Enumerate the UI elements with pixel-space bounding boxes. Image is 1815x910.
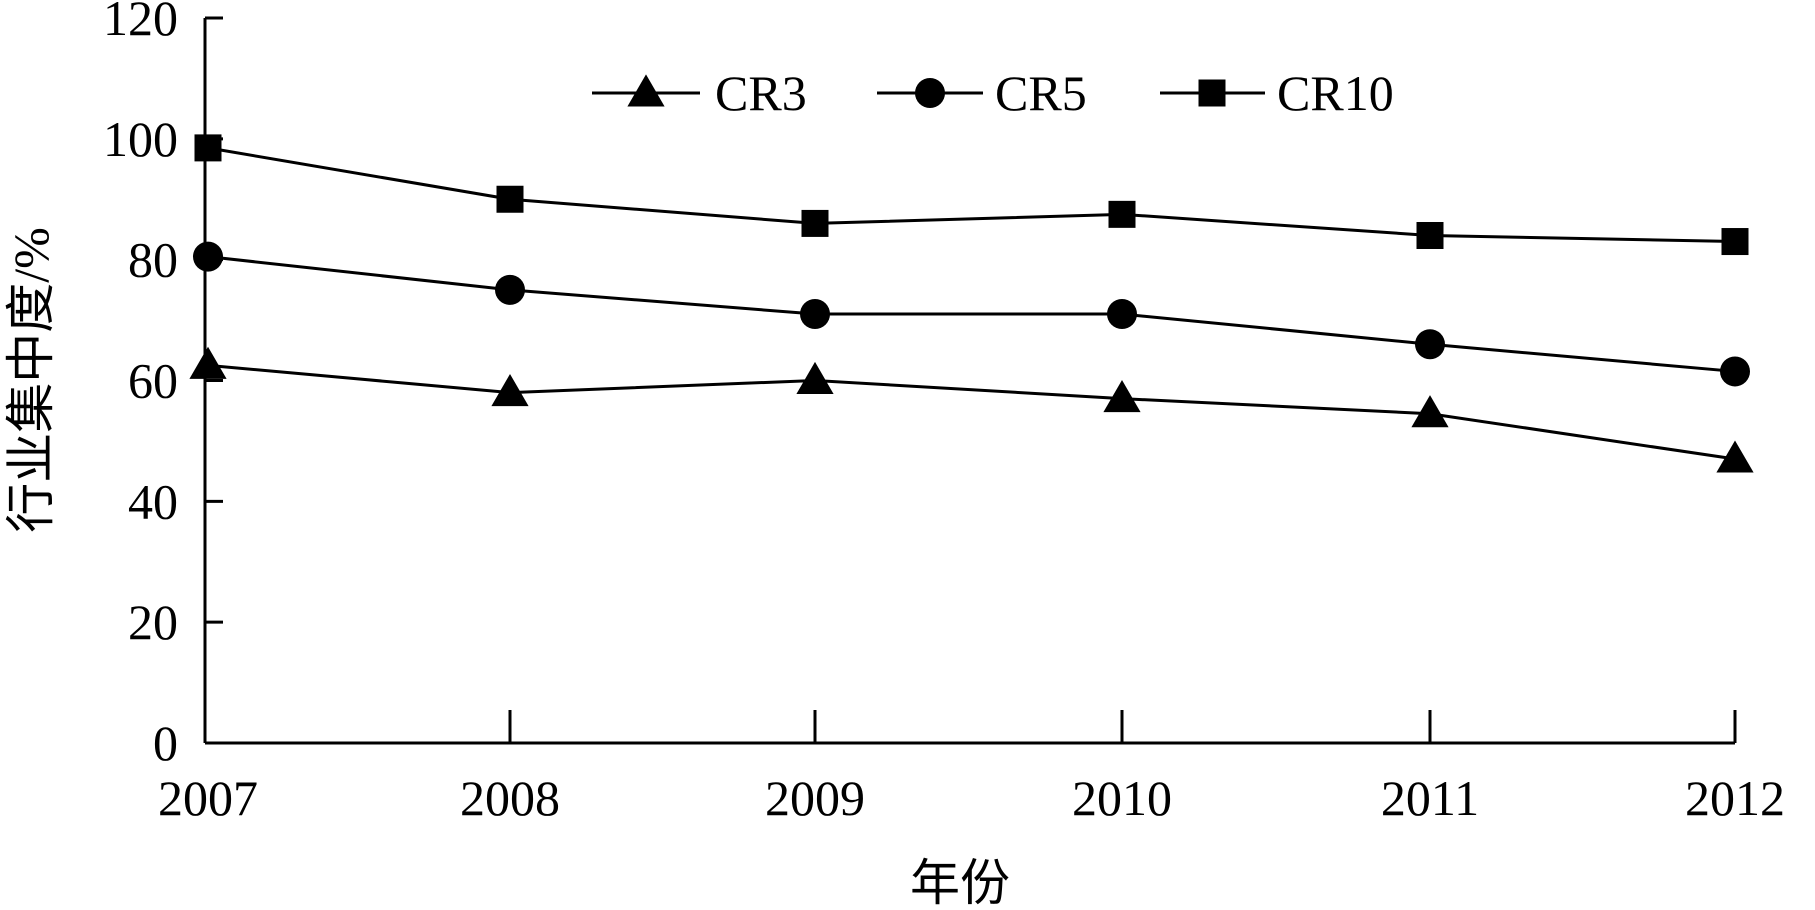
series-line-cr5 xyxy=(207,255,1736,373)
x-tick-label: 2007 xyxy=(158,770,258,826)
y-axis-title: 行业集中度/% xyxy=(3,227,59,533)
data-point-cr10 xyxy=(194,134,222,162)
legend-item-cr5: CR5 xyxy=(877,65,1087,121)
series-line-cr10 xyxy=(207,146,1736,244)
data-point-cr10 xyxy=(801,209,829,237)
data-point-cr3 xyxy=(189,346,227,379)
x-tick-label: 2012 xyxy=(1685,770,1785,826)
legend-item-cr10: CR10 xyxy=(1160,65,1394,121)
data-point-cr5 xyxy=(495,274,525,305)
series-layer xyxy=(189,134,1754,473)
y-tick-label: 100 xyxy=(103,111,178,167)
y-tick-label: 120 xyxy=(103,0,178,46)
y-tick-label: 40 xyxy=(128,473,178,529)
legend-item-cr3: CR3 xyxy=(592,65,807,121)
y-tick-label: 20 xyxy=(128,594,178,650)
legend-marker-cr5 xyxy=(915,78,945,108)
legend: CR3 CR5 CR10 xyxy=(592,65,1394,121)
data-point-cr3 xyxy=(1411,395,1449,428)
series-line-cr3 xyxy=(207,363,1736,461)
x-tick-label: 2009 xyxy=(765,770,865,826)
data-point-cr3 xyxy=(1103,380,1141,413)
x-tick-label: 2008 xyxy=(460,770,560,826)
x-tick-label: 2011 xyxy=(1381,770,1479,826)
y-tick-label: 0 xyxy=(153,715,178,771)
x-axis-title: 年份 xyxy=(910,855,1010,910)
y-tick-label: 60 xyxy=(128,353,178,409)
data-point-cr10 xyxy=(1108,200,1136,228)
x-tick-label: 2010 xyxy=(1072,770,1172,826)
data-point-cr3 xyxy=(491,373,529,407)
y-tick-label: 80 xyxy=(128,232,178,288)
series-cr10 xyxy=(194,134,1749,256)
data-point-cr5 xyxy=(1107,299,1137,330)
data-point-cr3 xyxy=(1716,440,1754,473)
data-point-cr5 xyxy=(1720,356,1750,387)
data-point-cr10 xyxy=(1721,228,1749,256)
data-point-cr10 xyxy=(1416,222,1444,249)
x-axis-ticks: 2007 2008 2009 2010 2011 2012 xyxy=(158,710,1785,826)
data-point-cr5 xyxy=(1415,329,1445,360)
data-point-cr10 xyxy=(496,185,524,213)
legend-label-cr10: CR10 xyxy=(1277,65,1394,121)
legend-label-cr3: CR3 xyxy=(715,65,807,121)
legend-marker-cr3 xyxy=(627,74,665,107)
legend-label-cr5: CR5 xyxy=(995,65,1087,121)
data-point-cr5 xyxy=(193,241,223,272)
series-cr5 xyxy=(193,241,1750,387)
data-point-cr3 xyxy=(796,361,834,394)
series-cr3 xyxy=(189,346,1754,473)
axes xyxy=(203,18,1735,745)
data-point-cr5 xyxy=(800,299,830,330)
legend-marker-cr10 xyxy=(1198,79,1226,107)
